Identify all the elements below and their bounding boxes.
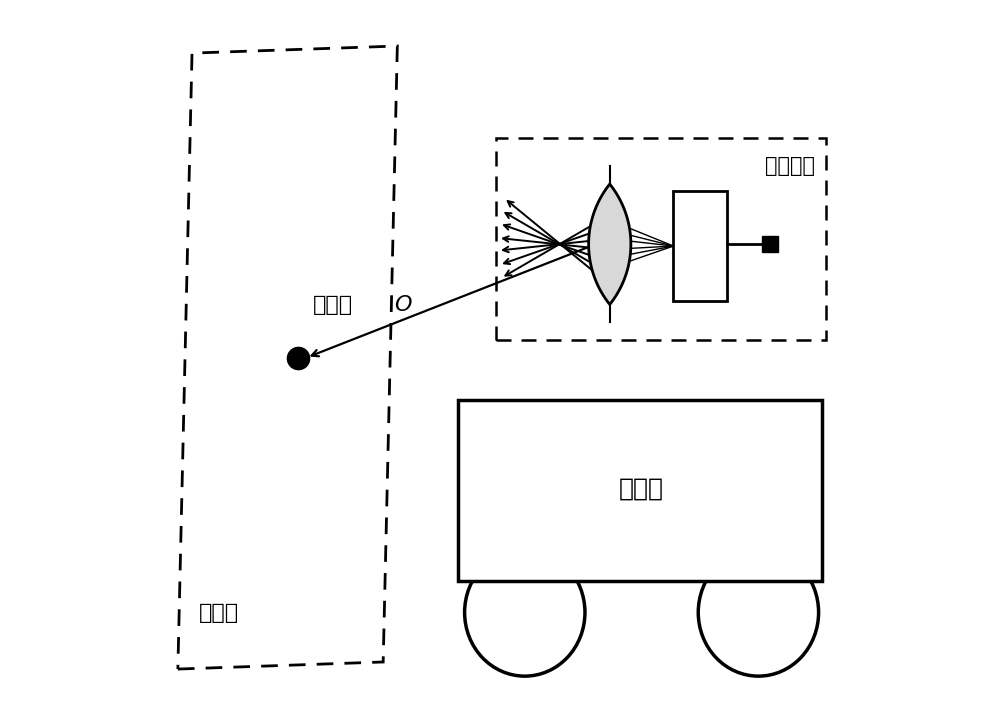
Text: 参照面: 参照面 xyxy=(199,603,239,623)
Bar xyxy=(496,138,826,340)
Ellipse shape xyxy=(465,549,585,676)
Text: 激光雷达: 激光雷达 xyxy=(765,156,815,176)
Ellipse shape xyxy=(698,549,819,676)
Polygon shape xyxy=(589,184,631,304)
Text: 掘进机: 掘进机 xyxy=(619,476,664,501)
Bar xyxy=(458,400,822,581)
Text: O: O xyxy=(394,295,411,315)
Bar xyxy=(673,191,727,301)
Bar xyxy=(762,236,778,252)
Text: 控制点: 控制点 xyxy=(312,295,353,315)
